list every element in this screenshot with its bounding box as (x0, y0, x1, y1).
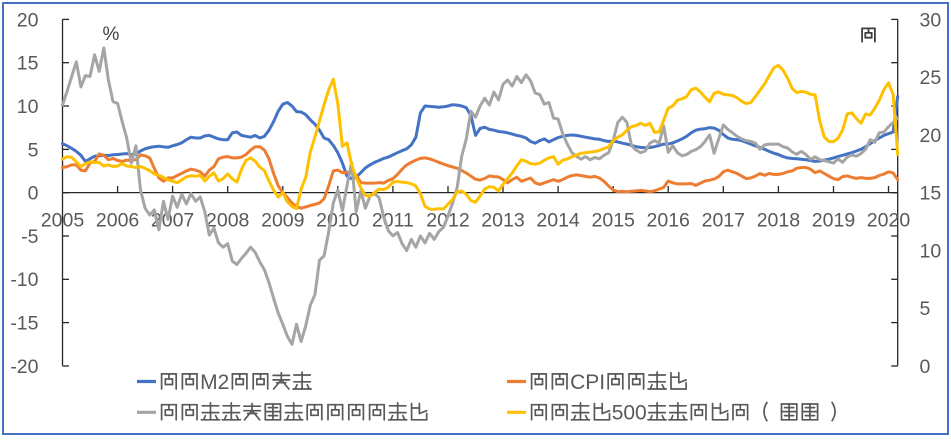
svg-text:2013: 2013 (481, 210, 524, 232)
svg-text:10: 10 (17, 96, 39, 118)
svg-text:10: 10 (920, 240, 942, 262)
svg-text:30: 30 (920, 9, 942, 31)
svg-text:2016: 2016 (647, 210, 690, 232)
svg-text:2008: 2008 (206, 210, 249, 232)
svg-text:500: 500 (612, 402, 647, 425)
svg-text:CPI: CPI (570, 371, 605, 394)
svg-text:-20: -20 (10, 356, 38, 378)
svg-text:5: 5 (28, 139, 39, 161)
svg-text:2014: 2014 (536, 210, 580, 232)
svg-text:20: 20 (920, 125, 942, 147)
svg-text:2006: 2006 (96, 210, 139, 232)
svg-text:2011: 2011 (372, 210, 414, 232)
svg-text:25: 25 (920, 67, 942, 89)
svg-text:2010: 2010 (316, 210, 360, 232)
svg-text:0: 0 (920, 356, 931, 378)
svg-text:2020: 2020 (867, 210, 911, 232)
svg-text:%: % (103, 24, 120, 45)
svg-text:5: 5 (920, 298, 931, 320)
svg-text:2012: 2012 (426, 210, 469, 232)
svg-text:2019: 2019 (812, 210, 855, 232)
svg-text:2015: 2015 (592, 210, 636, 232)
svg-text:2017: 2017 (702, 210, 745, 232)
svg-text:-10: -10 (10, 269, 38, 291)
svg-text:-5: -5 (21, 226, 38, 248)
svg-text:-15: -15 (10, 313, 38, 335)
svg-text:2009: 2009 (261, 210, 304, 232)
svg-text:2005: 2005 (41, 210, 85, 232)
svg-text:M2: M2 (200, 371, 229, 394)
svg-text:20: 20 (17, 9, 39, 31)
svg-text:15: 15 (17, 53, 39, 75)
svg-text:2018: 2018 (757, 210, 800, 232)
svg-text:0: 0 (28, 183, 39, 205)
svg-text:15: 15 (920, 183, 942, 205)
